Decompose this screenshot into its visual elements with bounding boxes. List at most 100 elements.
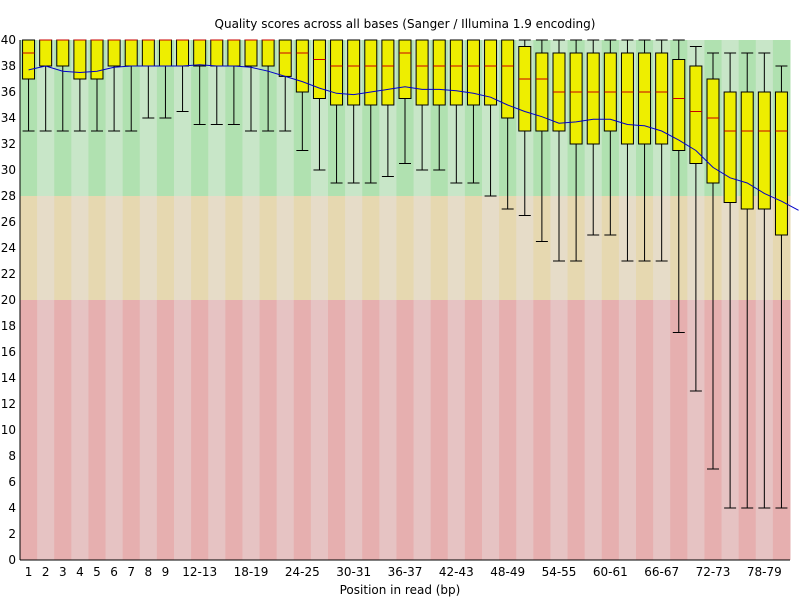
box	[90, 39, 104, 80]
zone-stripe	[430, 300, 449, 560]
y-tick-label: 34	[1, 111, 16, 125]
box	[586, 52, 600, 145]
zone-stripe	[464, 196, 483, 300]
zone-stripe	[345, 300, 363, 560]
zone-stripe	[670, 300, 688, 560]
y-tick-label: 38	[1, 59, 16, 73]
zone-stripe	[122, 196, 141, 300]
zone-stripe	[208, 196, 226, 300]
mean-line	[28, 64, 799, 211]
box	[740, 91, 754, 210]
y-tick-label: 10	[1, 423, 16, 437]
x-tick-label: 78-79	[747, 565, 782, 579]
zone-stripe	[139, 196, 158, 300]
zone-stripe	[139, 300, 158, 560]
box	[107, 39, 121, 67]
box	[774, 91, 788, 236]
zone-stripe	[345, 196, 363, 300]
zone-stripe	[105, 196, 124, 300]
box	[415, 39, 429, 106]
zone-stripe	[276, 300, 295, 560]
box	[518, 46, 532, 132]
zone-stripe	[225, 300, 243, 560]
x-tick-label: 12-13	[182, 565, 217, 579]
zone-stripe	[413, 196, 432, 300]
zone-stripe	[242, 300, 261, 560]
zone-stripe	[88, 300, 107, 560]
y-tick-label: 12	[1, 397, 16, 411]
zone-stripe	[482, 196, 500, 300]
y-tick-label: 30	[1, 163, 16, 177]
zone-stripe	[447, 196, 466, 300]
zone-stripe	[653, 300, 671, 560]
box	[193, 39, 207, 67]
zone-stripe	[242, 196, 261, 300]
y-tick-label: 40	[1, 33, 16, 47]
x-tick-label: 1	[25, 565, 33, 579]
box	[39, 39, 53, 67]
zone-stripe	[156, 196, 175, 300]
zone-stripe	[71, 300, 89, 560]
zone-stripe	[516, 196, 534, 300]
box	[398, 39, 412, 99]
zone-stripe	[328, 300, 346, 560]
zone-stripe	[396, 196, 415, 300]
box	[278, 39, 292, 77]
zone-stripe	[413, 300, 432, 560]
y-tick-label: 8	[8, 449, 16, 463]
box	[449, 39, 463, 106]
zone-stripe	[37, 196, 55, 300]
y-tick-label: 6	[8, 475, 16, 489]
box	[227, 39, 241, 67]
zone-stripe	[225, 196, 243, 300]
box	[210, 39, 224, 67]
zone-stripe	[122, 300, 141, 560]
zone-stripe	[174, 40, 192, 196]
x-tick-label: 5	[93, 565, 101, 579]
box	[706, 78, 720, 184]
x-tick-label: 2	[42, 565, 50, 579]
zone-stripe	[310, 300, 329, 560]
box	[176, 39, 190, 67]
boxes	[22, 39, 788, 236]
zone-stripe	[37, 300, 55, 560]
box	[158, 39, 172, 67]
zone-stripe	[533, 196, 551, 300]
zone-stripe	[293, 196, 312, 300]
zone-stripe	[533, 300, 551, 560]
box	[261, 39, 275, 67]
zone-stripe	[516, 300, 534, 560]
zone-stripe	[174, 196, 192, 300]
x-tick-label: 42-43	[439, 565, 474, 579]
zone-stripe	[482, 300, 500, 560]
box	[381, 39, 395, 106]
y-tick-label: 24	[1, 241, 16, 255]
box	[295, 39, 309, 93]
x-tick-label: 6	[110, 565, 118, 579]
zone-stripe	[156, 300, 175, 560]
y-tick-label: 20	[1, 293, 16, 307]
zone-stripe	[447, 300, 466, 560]
x-tick-label: 36-37	[388, 565, 423, 579]
box	[141, 39, 155, 67]
box	[484, 39, 498, 106]
zone-stripe	[191, 300, 209, 560]
box	[620, 52, 634, 145]
zone-stripe	[54, 196, 72, 300]
zone-stripe	[191, 196, 209, 300]
y-tick-label: 26	[1, 215, 16, 229]
y-tick-label: 14	[1, 371, 16, 385]
box	[330, 39, 344, 106]
zone-stripe	[396, 300, 415, 560]
zone-stripe	[20, 196, 38, 300]
whiskers	[22, 39, 788, 509]
zone-stripe	[601, 300, 620, 560]
box	[22, 39, 36, 80]
x-tick-label: 3	[59, 565, 67, 579]
x-tick-label: 48-49	[490, 565, 525, 579]
box	[569, 52, 583, 145]
x-tick-label: 60-61	[593, 565, 628, 579]
box	[73, 39, 87, 80]
box	[124, 39, 138, 67]
